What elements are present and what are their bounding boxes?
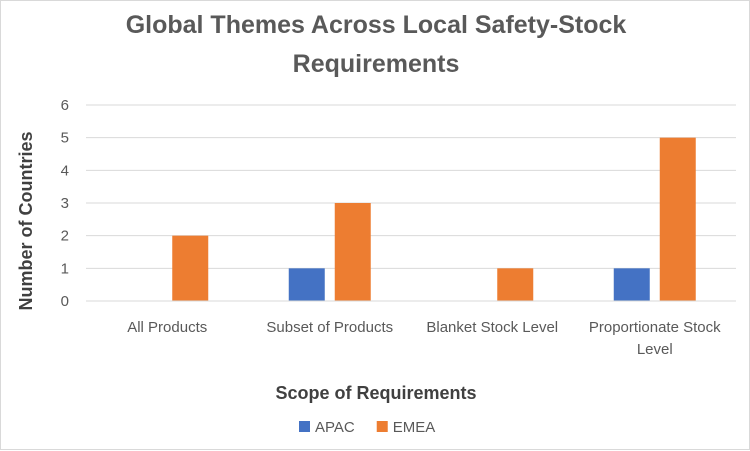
y-tick-label: 2: [61, 228, 69, 245]
y-tick-label: 4: [61, 162, 69, 179]
chart-title-line: Requirements: [293, 50, 460, 78]
y-tick-label: 0: [61, 293, 69, 310]
chart-title-line: Global Themes Across Local Safety-Stock: [126, 11, 627, 39]
legend-swatch-apac: [299, 421, 310, 432]
legend-label-emea: EMEA: [393, 419, 436, 436]
bars: [172, 137, 696, 301]
chart-title: Global Themes Across Local Safety-Stock R…: [126, 11, 627, 78]
legend-label-apac: APAC: [315, 419, 355, 436]
bar-emea-0: [172, 235, 209, 301]
x-axis-title: Scope of Requirements: [275, 383, 476, 403]
bar-apac-1: [288, 268, 325, 301]
bar-apac-3: [613, 268, 650, 301]
bar-emea-2: [497, 268, 534, 301]
x-tick-label-line: Proportionate Stock: [589, 319, 721, 336]
x-tick-label: Proportionate Stock Level: [589, 319, 721, 358]
y-tick-labels: 0 1 2 3 4 5 6: [61, 97, 69, 310]
x-tick-label: Subset of Products: [266, 319, 393, 336]
y-tick-label: 6: [61, 97, 69, 114]
y-tick-label: 3: [61, 195, 69, 212]
x-tick-labels: All Products Subset of Products Blanket St…: [127, 319, 721, 358]
legend: APAC EMEA: [299, 419, 435, 436]
y-tick-label: 1: [61, 260, 69, 277]
bar-emea-3: [659, 137, 696, 301]
y-axis-title: Number of Countries: [16, 131, 36, 310]
x-tick-label: All Products: [127, 319, 207, 336]
legend-swatch-emea: [376, 421, 388, 432]
x-tick-label-line: Subset of Products: [266, 319, 393, 336]
x-tick-label-line: Blanket Stock Level: [426, 319, 558, 336]
x-tick-label-line: All Products: [127, 319, 207, 336]
x-tick-label-line: Level: [637, 341, 673, 358]
y-tick-label: 5: [61, 130, 69, 147]
bar-emea-1: [334, 203, 371, 301]
x-tick-label: Blanket Stock Level: [426, 319, 558, 336]
